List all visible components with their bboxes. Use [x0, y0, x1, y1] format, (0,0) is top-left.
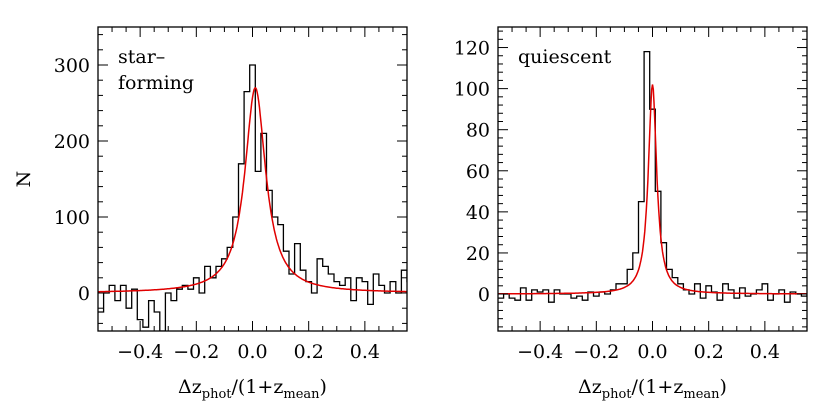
y-tick-label: 0	[78, 283, 90, 305]
x-tick-label: −0.2	[173, 341, 219, 363]
histogram-series	[98, 64, 407, 331]
x-axis-label: Δzphot/(1+zmean)	[578, 376, 727, 402]
x-tick-label: 0.4	[750, 341, 780, 363]
fit-curve	[98, 87, 407, 293]
y-tick-label: 120	[454, 38, 490, 60]
y-tick-label: 200	[54, 131, 90, 153]
x-axis-label: Δzphot/(1+zmean)	[178, 376, 327, 402]
panel-star-forming: −0.4 −0.2 0.0 0.2 0.4 0 100 200 300 Δzphot/(1+zme…	[13, 26, 408, 402]
x-tick-label: 0.2	[294, 341, 324, 363]
panel-label: quiescent	[518, 46, 612, 68]
y-tick-label: 0	[478, 284, 490, 306]
x-tick-label: 0.0	[237, 341, 267, 363]
x-tick-label: 0.2	[694, 341, 724, 363]
y-tick-label: 100	[454, 79, 490, 101]
panel-label: star–	[118, 46, 165, 68]
y-tick-label: 40	[466, 202, 490, 224]
fit-curve	[498, 84, 807, 295]
x-tick-label: −0.4	[517, 341, 563, 363]
x-tick-label: −0.4	[117, 341, 163, 363]
y-tick-label: 60	[466, 161, 490, 183]
panel-label: forming	[118, 72, 194, 94]
panel-quiescent: −0.4 −0.2 0.0 0.2 0.4 0 20 40 60 80 100 120 Δzphot/(…	[454, 26, 808, 402]
histogram-series	[498, 50, 807, 303]
y-tick-label: 80	[466, 120, 490, 142]
y-tick-label: 300	[54, 55, 90, 77]
axes-frame	[497, 26, 808, 332]
y-axis-label: N	[13, 171, 35, 188]
y-tick-label: 100	[54, 207, 90, 229]
x-tick-label: 0.0	[637, 341, 667, 363]
y-tick-label: 20	[466, 243, 490, 265]
x-tick-label: −0.2	[573, 341, 619, 363]
x-tick-label: 0.4	[350, 341, 380, 363]
